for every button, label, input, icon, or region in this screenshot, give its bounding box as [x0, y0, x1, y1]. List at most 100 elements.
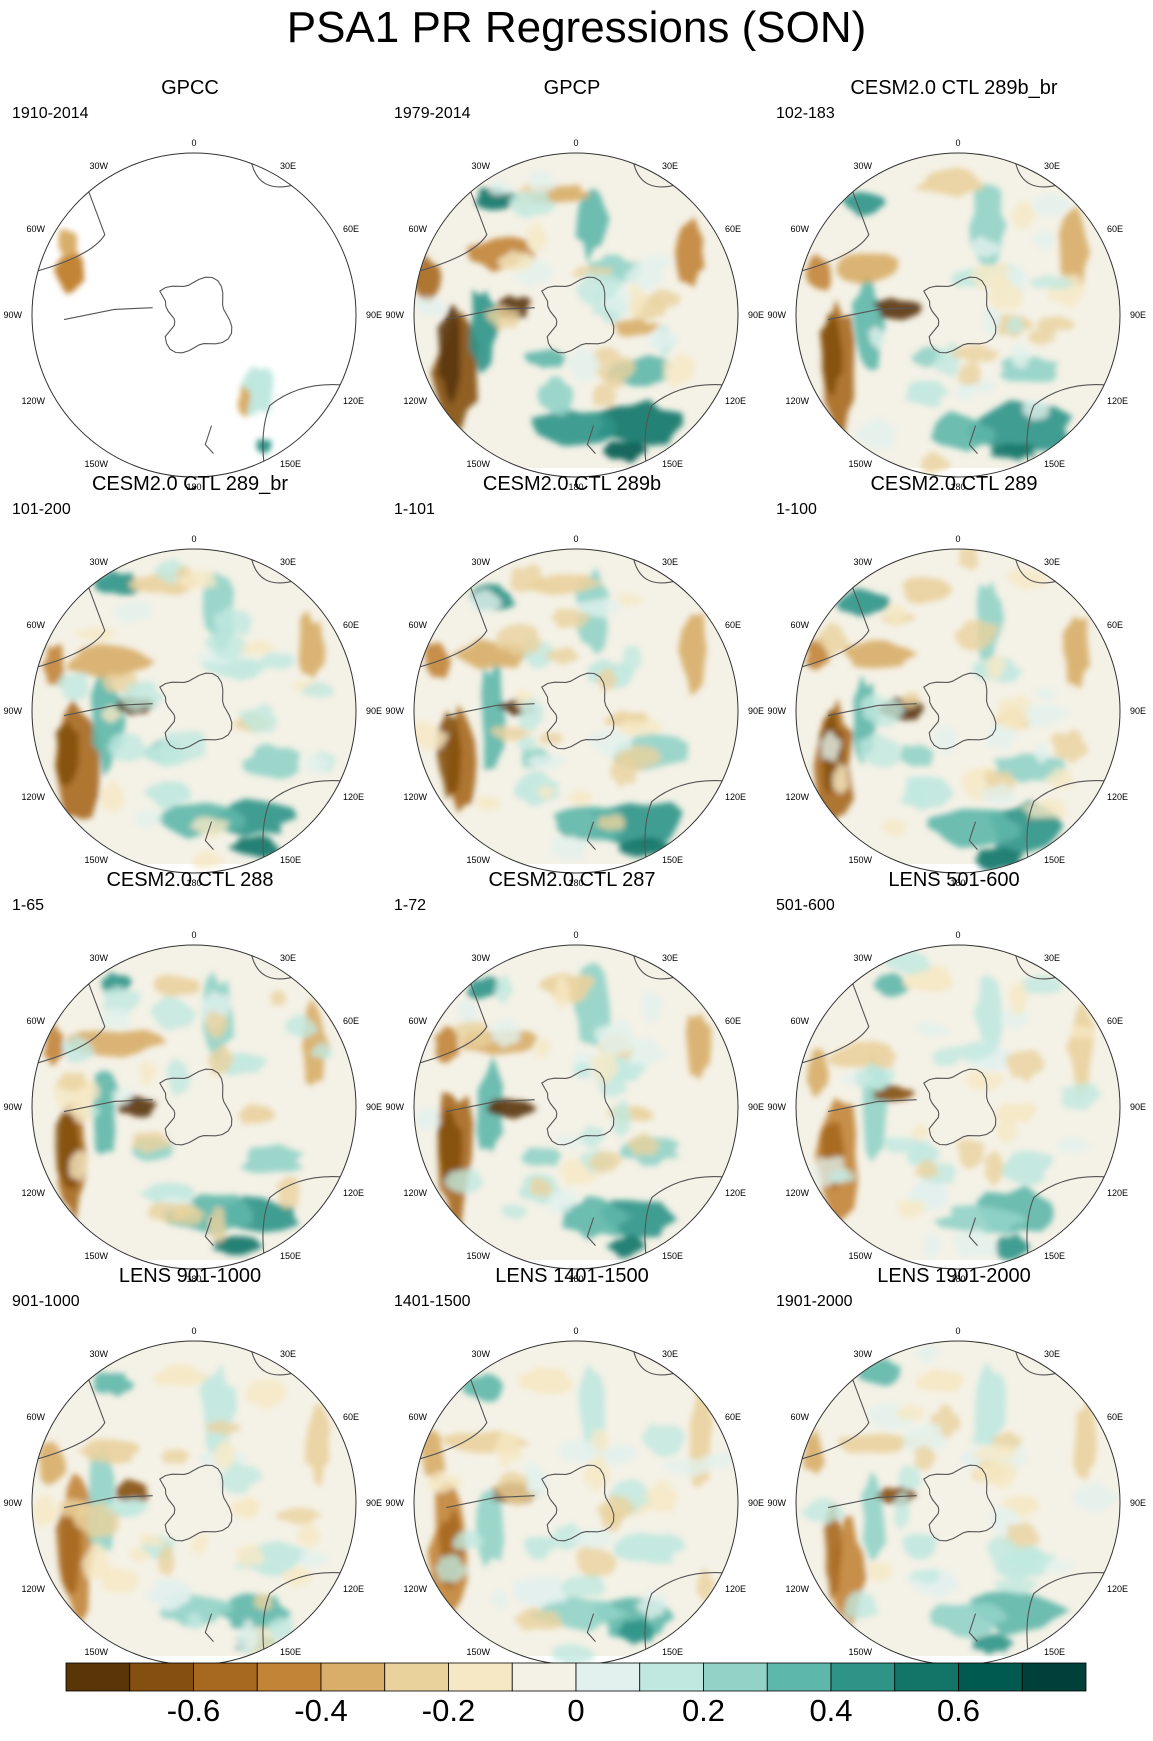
longitude-label: 90E [366, 706, 382, 716]
longitude-label: 150W [466, 459, 490, 469]
longitude-label: 120E [1107, 1584, 1128, 1594]
longitude-label: 90E [748, 1498, 764, 1508]
longitude-label: 90E [748, 1102, 764, 1112]
map-panel: LENS 1401-1500 1401-1500 0 30E 60E 90E 120E 150… [382, 1264, 764, 1680]
longitude-label: 150W [848, 1251, 872, 1261]
longitude-label: 60E [725, 620, 741, 630]
longitude-label: 30E [1044, 557, 1060, 567]
longitude-label: 0 [573, 534, 578, 544]
longitude-label: 60W [26, 1412, 45, 1422]
longitude-label: 180 [186, 1274, 201, 1284]
coastlines [415, 554, 727, 862]
coastlines [415, 158, 727, 466]
colorbar-tick-label: 0 [567, 1693, 584, 1728]
map-panel: CESM2.0 CTL 289b_br 102-183 0 30E 60E 90E 120E… [764, 76, 1146, 492]
longitude-label: 90E [1130, 310, 1146, 320]
panel-title: LENS 501-600 [888, 869, 1020, 891]
longitude-label: 120E [343, 396, 364, 406]
longitude-label: 30W [853, 161, 872, 171]
panel-period: 901-1000 [12, 1293, 80, 1310]
panel-title: CESM2.0 CTL 289b [482, 473, 662, 495]
panel-period: 1979-2014 [394, 105, 471, 122]
precip-anomaly-field [419, 1363, 736, 1665]
map-boundary [413, 548, 739, 874]
longitude-label: 150W [466, 1251, 490, 1261]
longitude-label: 30E [1044, 1349, 1060, 1359]
panel-period: 1-100 [776, 501, 817, 518]
panel-title: CESM2.0 CTL 287 [488, 869, 656, 891]
longitude-label: 150W [848, 855, 872, 865]
longitude-label: 30W [853, 953, 872, 963]
colorbar-swatch [958, 1662, 1023, 1692]
longitude-label: 30E [280, 557, 296, 567]
longitude-label: 30W [89, 557, 108, 567]
map-panel: GPCP 1979-2014 0 30E 60E 90E 120E 150E 180 150W 12… [382, 76, 764, 492]
longitude-label: 30W [89, 161, 108, 171]
longitude-label: 60E [343, 224, 359, 234]
longitude-label: 60E [1107, 1016, 1123, 1026]
colorbar-swatch [703, 1662, 768, 1692]
longitude-label: 150E [1044, 1251, 1065, 1261]
map-panel: CESM2.0 CTL 289_br 101-200 0 30E 60E 90E 120E 1… [0, 472, 382, 888]
coastlines [797, 158, 1109, 466]
colorbar-swatch [575, 1662, 641, 1692]
longitude-label: 120E [343, 1188, 364, 1198]
longitude-label: 30E [662, 557, 678, 567]
coastlines [797, 1346, 1109, 1654]
longitude-label: 150E [280, 459, 301, 469]
longitude-label: 30W [89, 1349, 108, 1359]
colorbar-swatch [448, 1662, 513, 1692]
longitude-label: 150E [280, 1647, 301, 1657]
longitude-label: 60E [725, 224, 741, 234]
longitude-label: 150W [848, 459, 872, 469]
panel-period: 1910-2014 [12, 105, 89, 122]
longitude-label: 30E [1044, 953, 1060, 963]
longitude-label: 150W [84, 1647, 108, 1657]
longitude-label: 120W [21, 1188, 45, 1198]
map-panel: LENS 501-600 501-600 0 30E 60E 90E 120E 150E 180… [764, 868, 1146, 1284]
precip-anomaly-field [53, 229, 274, 454]
longitude-label: 0 [573, 930, 578, 940]
colorbar-swatch [193, 1662, 258, 1692]
colorbar-swatch [256, 1662, 322, 1692]
precip-anomaly-field [805, 167, 1091, 474]
longitude-label: 120E [1107, 792, 1128, 802]
longitude-label: 90W [385, 706, 404, 716]
map-panel: LENS 1901-2000 1901-2000 0 30E 60E 90E 120E 150… [764, 1264, 1146, 1680]
map-boundary [31, 152, 357, 478]
colorbar-swatch [384, 1662, 449, 1692]
longitude-label: 60W [408, 1016, 427, 1026]
colorbar-tick-label: -0.4 [294, 1693, 347, 1728]
longitude-label: 90W [385, 1102, 404, 1112]
map-boundary [795, 944, 1121, 1270]
precip-anomaly-field [43, 971, 333, 1255]
longitude-label: 60W [26, 620, 45, 630]
longitude-label: 120E [725, 1188, 746, 1198]
longitude-label: 30E [280, 1349, 296, 1359]
longitude-label: 0 [191, 138, 196, 148]
longitude-label: 150E [280, 855, 301, 865]
panel-title: CESM2.0 CTL 289 [870, 473, 1038, 495]
longitude-label: 90E [748, 310, 764, 320]
longitude-label: 0 [955, 1326, 960, 1336]
longitude-label: 60W [790, 1412, 809, 1422]
longitude-label: 60W [408, 1412, 427, 1422]
panel-title: CESM2.0 CTL 289_br [91, 473, 288, 495]
precip-anomaly-field [806, 948, 1103, 1261]
colorbar-tick-label: 0.2 [682, 1693, 725, 1728]
longitude-label: 180 [186, 482, 201, 492]
longitude-label: 0 [573, 138, 578, 148]
longitude-label: 150E [662, 1647, 683, 1657]
longitude-label: 30W [471, 1349, 490, 1359]
map-panel: CESM2.0 CTL 289b 1-101 0 30E 60E 90E 120E 150E 1… [382, 472, 764, 888]
longitude-label: 90W [3, 1498, 22, 1508]
colorbar-swatch [65, 1662, 131, 1692]
longitude-label: 120W [785, 1584, 809, 1594]
panel-period: 102-183 [776, 105, 835, 122]
longitude-label: 120W [403, 1584, 427, 1594]
